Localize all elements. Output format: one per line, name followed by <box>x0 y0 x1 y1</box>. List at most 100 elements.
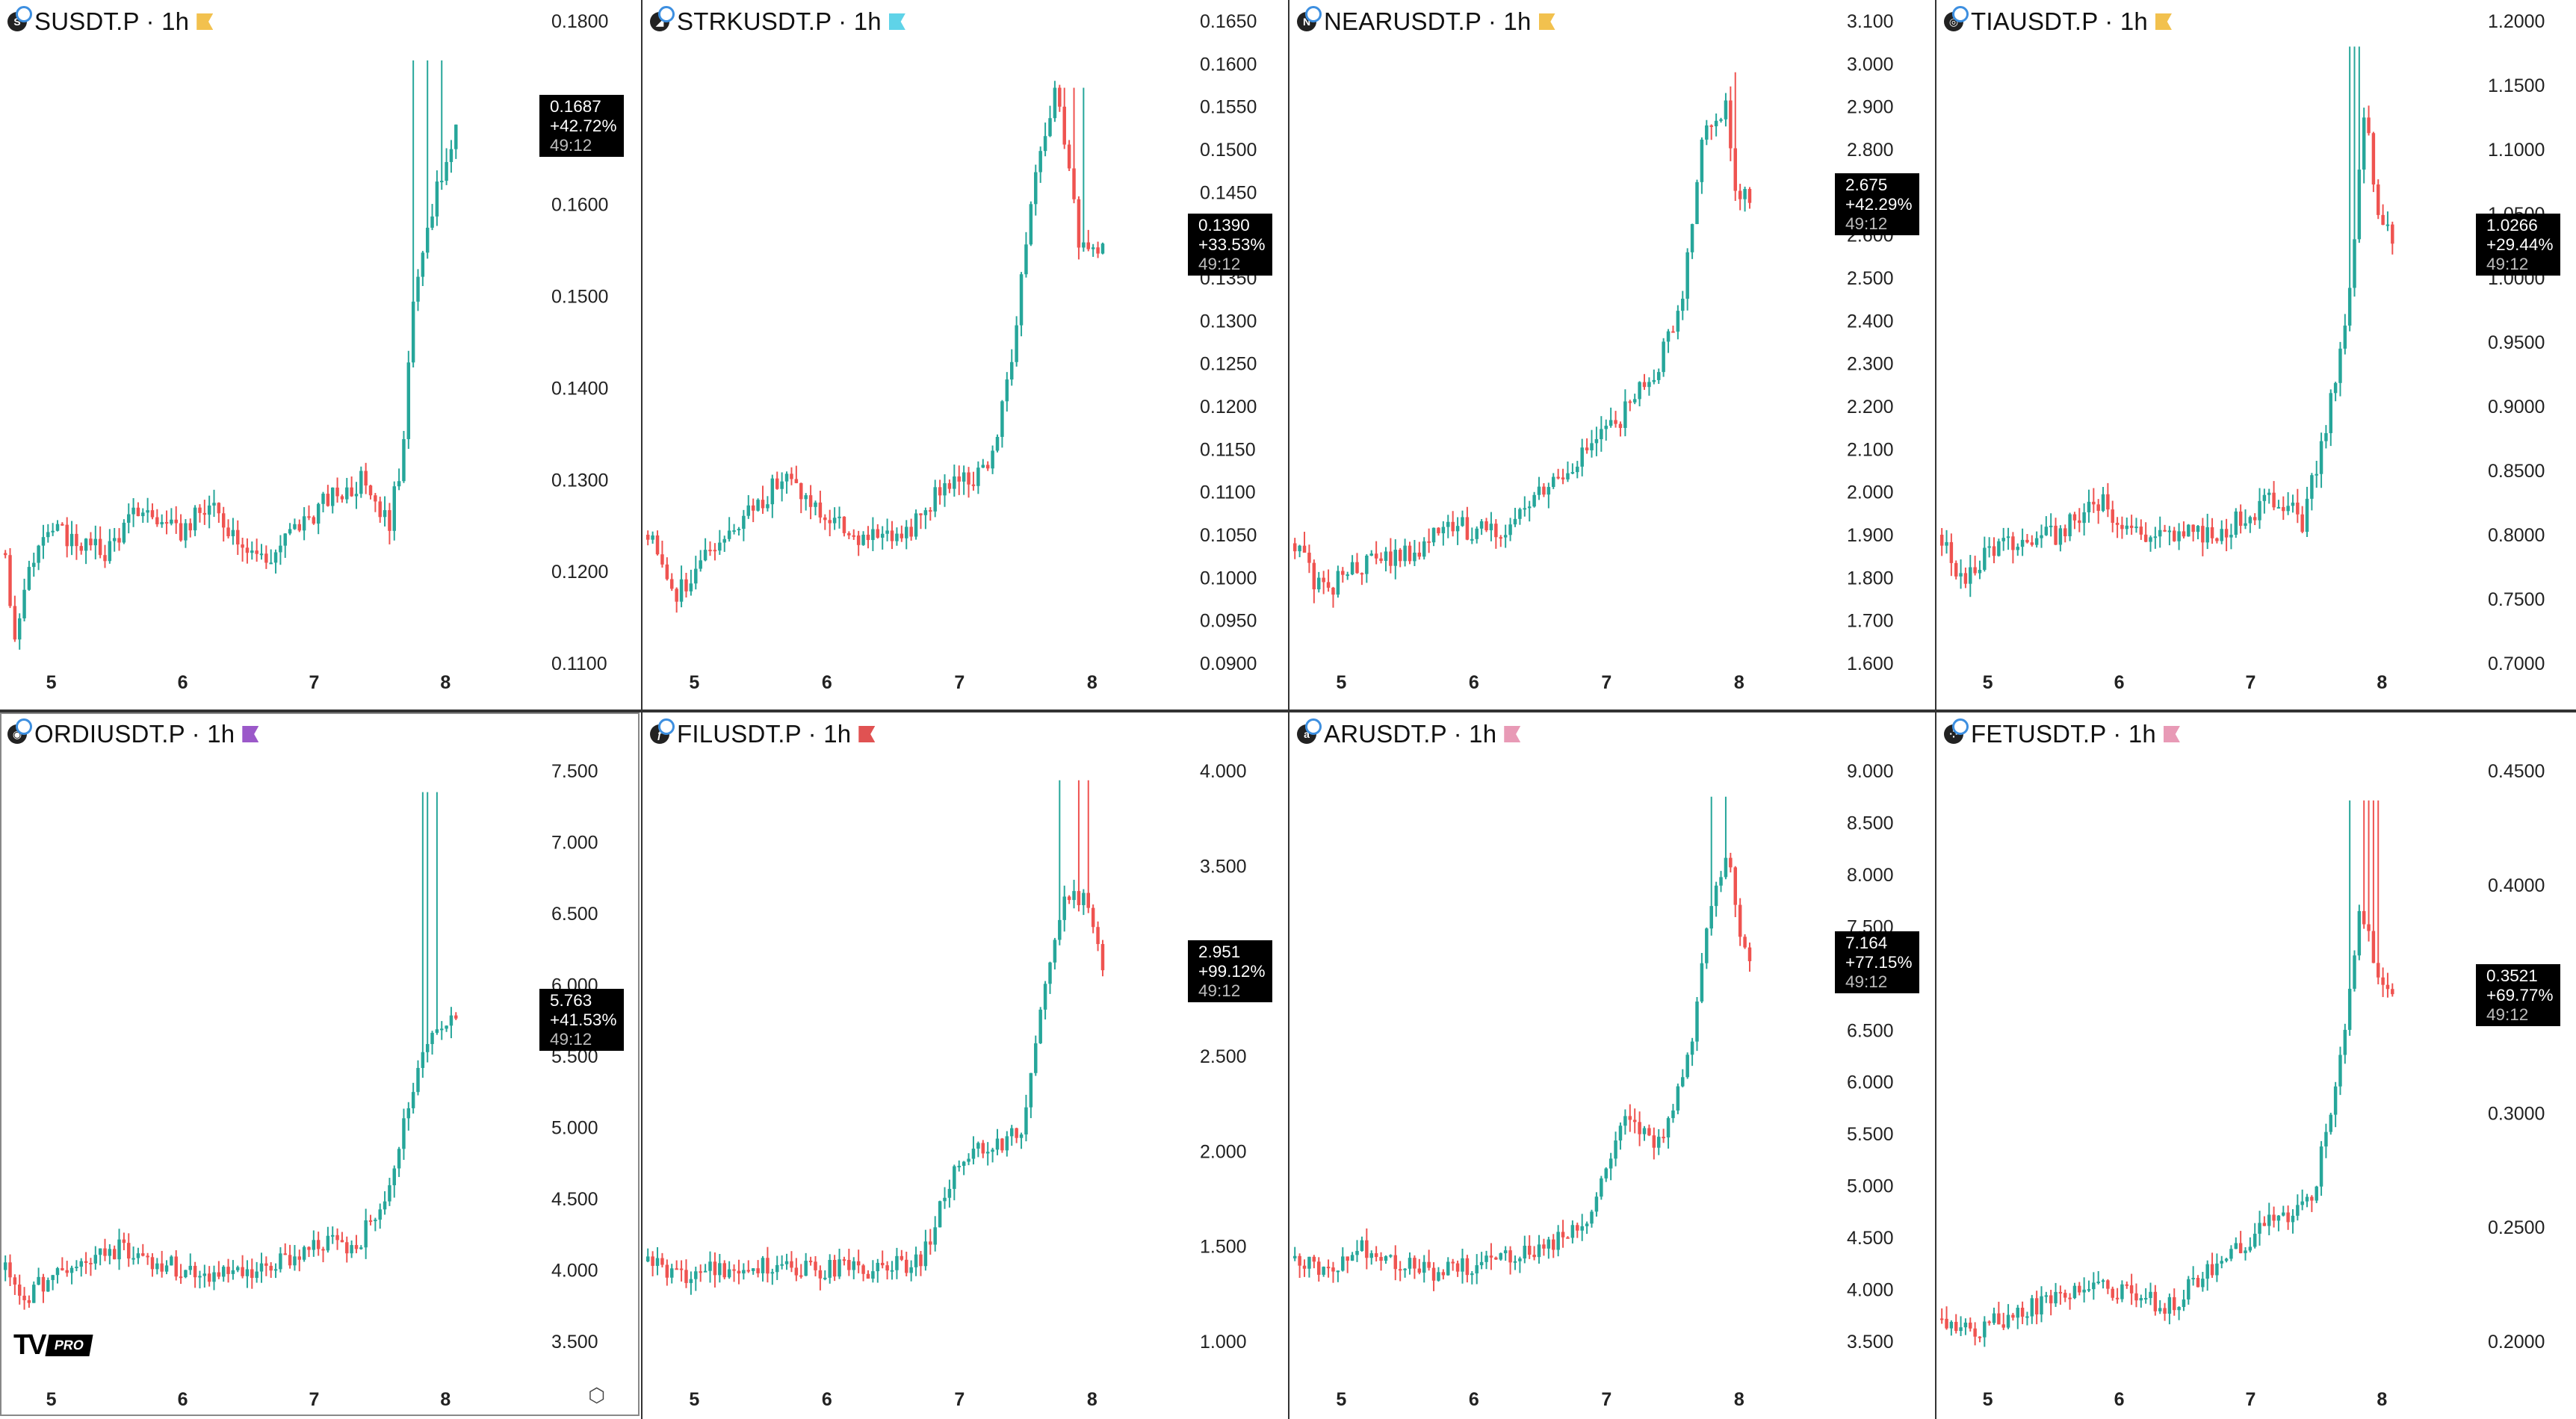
flag-icon[interactable] <box>2155 13 2172 30</box>
chart-panel-strkusdt-p[interactable]: 0.16500.16000.15500.15000.14500.14000.13… <box>643 0 1289 710</box>
symbol-title[interactable]: NEARUSDT.P · 1h <box>1324 7 1532 36</box>
candle-body <box>226 1267 230 1274</box>
candle <box>1000 400 1004 448</box>
candle <box>2220 1255 2223 1269</box>
candle <box>1695 179 1699 225</box>
symbol-header[interactable]: ◉ ORDIUSDT.P · 1h <box>7 718 259 748</box>
candle-body <box>1585 447 1589 450</box>
chart-panel-tiausdt-p[interactable]: 1.20001.15001.10001.05001.00000.95000.90… <box>1936 0 2576 710</box>
symbol-header[interactable]: S SUSDT.P · 1h <box>7 6 214 36</box>
candle-body <box>675 589 678 602</box>
symbol-title[interactable]: TIAUSDT.P · 1h <box>1971 7 2148 36</box>
symbol-title[interactable]: STRKUSDT.P · 1h <box>677 7 882 36</box>
flag-icon[interactable] <box>1538 13 1555 30</box>
candle-body <box>2296 1205 2300 1216</box>
candle-body <box>1053 940 1057 963</box>
flag-icon[interactable] <box>1504 726 1521 742</box>
candle-body <box>2267 1214 2271 1226</box>
candle <box>2224 1258 2229 1263</box>
flag-icon[interactable] <box>242 726 259 742</box>
candle-body <box>2139 1298 2143 1301</box>
symbol-header[interactable]: ◎ TIAUSDT.P · 1h <box>1944 6 2172 36</box>
panel-divider[interactable] <box>0 710 2576 712</box>
chart-panel-nearusdt-p[interactable]: 3.1003.0002.9002.8002.7002.6002.5002.400… <box>1289 0 1936 710</box>
candle <box>2054 1282 2058 1307</box>
candlestick-chart[interactable]: 1.20001.15001.10001.05001.00000.95000.90… <box>1936 0 2576 710</box>
chart-panel-ordiusdt-p[interactable]: 7.500 7.000 6.500 6.000 5.500 5.000 4.500 4.000… <box>0 712 641 1419</box>
symbol-header[interactable]: ƒ FILUSDT.P · 1h <box>650 718 876 748</box>
candlestick-chart[interactable]: 9.0008.5008.0007.5007.0006.5006.0005.500… <box>1289 712 1936 1419</box>
candle <box>1590 429 1594 458</box>
symbol-title[interactable]: ORDIUSDT.P · 1h <box>34 720 235 748</box>
candle-body <box>2210 527 2214 538</box>
candle-body <box>1417 1268 1422 1273</box>
candlestick-chart[interactable]: 0.16500.16000.15500.15000.14500.14000.13… <box>643 0 1289 710</box>
candle-body <box>112 1249 117 1260</box>
candle <box>746 1260 751 1273</box>
y-tick-label: 0.4500 <box>2488 761 2545 782</box>
candle <box>122 519 126 544</box>
candle <box>962 1161 966 1176</box>
x-tick-label: 7 <box>954 1389 965 1410</box>
candle <box>756 498 760 512</box>
symbol-header[interactable]: ⁘ FETUSDT.P · 1h <box>1944 718 2180 748</box>
candle-body <box>136 1253 140 1258</box>
symbol-name: FILUSDT.P <box>677 720 802 748</box>
candlestick-chart[interactable]: 3.1003.0002.9002.8002.7002.6002.5002.400… <box>1289 0 1936 710</box>
candle <box>732 524 736 535</box>
candle-body <box>1451 521 1455 532</box>
candle-body <box>1570 472 1575 474</box>
candle-body <box>1393 1255 1398 1270</box>
candle <box>2291 1209 2295 1234</box>
chart-panel-susdt-p[interactable]: 0.18000.17000.16000.15000.14000.13000.12… <box>0 0 641 710</box>
symbol-header[interactable]: a ARUSDT.P · 1h <box>1297 718 1521 748</box>
candle-body <box>1365 1240 1369 1258</box>
candle <box>1029 1072 1033 1119</box>
chart-panel-arusdt-p[interactable]: 9.0008.5008.0007.5007.0006.5006.0005.500… <box>1289 712 1936 1419</box>
chart-panel-filusdt-p[interactable]: 4.0003.5003.0002.5002.0001.5001.0005678ƒ… <box>643 712 1289 1419</box>
y-tick-label: 5.000 <box>551 1118 598 1139</box>
candle <box>679 1260 684 1282</box>
symbol-title[interactable]: FILUSDT.P · 1h <box>677 720 851 748</box>
candle <box>2143 522 2148 543</box>
flag-icon[interactable] <box>858 726 876 742</box>
candle-body <box>880 533 885 538</box>
candle <box>141 1243 145 1257</box>
y-tick-label: 0.9500 <box>2488 332 2545 353</box>
flag-icon[interactable] <box>888 13 905 30</box>
symbol-title[interactable]: FETUSDT.P · 1h <box>1971 720 2156 748</box>
symbol-header[interactable]: N NEARUSDT.P · 1h <box>1297 6 1555 36</box>
candle-body <box>2191 1278 2195 1280</box>
candle <box>1556 1225 1560 1257</box>
candle-body <box>421 252 425 277</box>
y-tick-label: 0.0950 <box>1200 611 1257 632</box>
settings-gear-icon[interactable]: ⬡ <box>588 1384 605 1406</box>
candle-body <box>1973 567 1977 574</box>
candle-body <box>2078 1285 2081 1293</box>
candle-body <box>1738 904 1742 937</box>
flag-icon[interactable] <box>2163 726 2180 742</box>
candle <box>392 481 396 541</box>
chart-panel-fetusdt-p[interactable]: 0.45000.40000.35000.30000.25000.20005678… <box>1936 712 2576 1419</box>
candle-body <box>708 1261 712 1271</box>
candle-body <box>837 516 841 518</box>
symbol-header[interactable]: ◢ STRKUSDT.P · 1h <box>650 6 905 36</box>
candle-body <box>345 487 349 500</box>
candle-body <box>751 505 755 511</box>
candle <box>2338 1046 2342 1096</box>
candle-body <box>1523 1246 1527 1259</box>
flag-icon[interactable] <box>196 13 214 30</box>
candle <box>2058 1285 2063 1305</box>
symbol-title[interactable]: ARUSDT.P · 1h <box>1324 720 1496 748</box>
y-tick-label: 0.0900 <box>1200 653 1257 674</box>
candlestick-chart[interactable]: 7.5007.0006.5006.0005.5005.0004.5004.000… <box>0 712 641 1419</box>
symbol-title[interactable]: SUSDT.P · 1h <box>34 7 189 36</box>
tradingview-logo[interactable]: TV PRO <box>13 1331 93 1359</box>
candle-body <box>847 1260 851 1270</box>
candle-body <box>2338 1055 2342 1087</box>
candle-body <box>65 1270 69 1273</box>
candle-body <box>1062 896 1066 920</box>
candle-body <box>69 533 74 547</box>
